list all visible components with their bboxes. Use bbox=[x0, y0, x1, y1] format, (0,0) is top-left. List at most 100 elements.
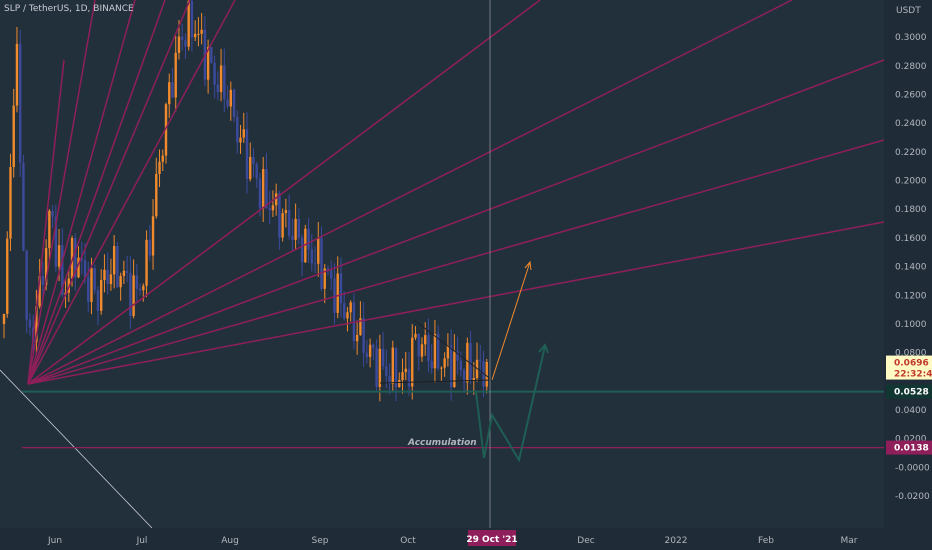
y-tick-label: 0.2800 bbox=[895, 62, 927, 72]
x-tick-label: Mar bbox=[841, 536, 858, 546]
candle-body bbox=[362, 318, 365, 353]
candle-body bbox=[48, 210, 51, 249]
candle-body bbox=[187, 0, 190, 47]
candle-body bbox=[70, 237, 74, 279]
candle-body bbox=[168, 82, 171, 105]
candle-body bbox=[262, 169, 265, 209]
candle-body bbox=[181, 36, 184, 41]
x-tick-label: Jun bbox=[47, 536, 62, 546]
candle-body bbox=[375, 347, 378, 387]
crosshair-date-box bbox=[468, 530, 516, 546]
candle-body bbox=[333, 278, 336, 313]
candle-body bbox=[294, 218, 297, 240]
y-tick-label: -0.0000 bbox=[895, 463, 930, 473]
current-price-label: 0.0696 bbox=[894, 359, 929, 369]
candle-body bbox=[61, 245, 64, 295]
projection-arrowhead bbox=[538, 343, 549, 354]
candle-body bbox=[129, 272, 132, 317]
candle-body bbox=[385, 366, 388, 377]
candle-body bbox=[245, 129, 249, 180]
candle-body bbox=[365, 352, 369, 357]
y-tick-label: 0.2400 bbox=[895, 119, 927, 129]
candle-body bbox=[206, 47, 210, 80]
candle-body bbox=[430, 360, 433, 369]
fan-line bbox=[27, 0, 541, 385]
candle-body bbox=[401, 372, 404, 381]
candle-body bbox=[466, 342, 469, 383]
candle-body bbox=[456, 351, 459, 361]
candle-body bbox=[417, 333, 420, 357]
candle-body bbox=[239, 137, 242, 143]
annotation-text: Accumulation bbox=[407, 438, 477, 448]
candle-body bbox=[100, 280, 103, 311]
x-tick-label: Dec bbox=[577, 536, 594, 546]
candle-body bbox=[74, 237, 77, 278]
candle-body bbox=[138, 288, 142, 291]
candle-body bbox=[443, 358, 446, 368]
symbol-title[interactable]: SLP / TetherUS, 1D, BINANCE bbox=[4, 4, 134, 14]
candle-body bbox=[398, 380, 401, 388]
candle-body bbox=[436, 333, 440, 369]
y-tick-label: 0.3000 bbox=[895, 33, 927, 43]
candle-body bbox=[446, 345, 450, 359]
candle-body bbox=[300, 237, 304, 263]
candle-body bbox=[12, 105, 15, 168]
candle-body bbox=[51, 210, 54, 217]
price-axis bbox=[884, 0, 932, 528]
candle-body bbox=[38, 275, 41, 307]
candle-body bbox=[132, 275, 135, 317]
candle-body bbox=[249, 156, 252, 180]
candle-body bbox=[122, 270, 126, 276]
candle-body bbox=[226, 99, 229, 107]
candle-body bbox=[339, 273, 343, 304]
candle-body bbox=[287, 210, 291, 236]
candle-body bbox=[368, 344, 372, 357]
y-tick-label: 0.2600 bbox=[895, 90, 927, 100]
candle-body bbox=[142, 285, 145, 291]
candle-body bbox=[28, 319, 32, 328]
y-tick-label: 0.0400 bbox=[895, 406, 927, 416]
candle-body bbox=[394, 347, 398, 388]
candle-body bbox=[485, 361, 488, 387]
candle-body bbox=[297, 218, 301, 238]
candle-body bbox=[449, 345, 453, 388]
projection-path bbox=[475, 345, 546, 463]
lower-price-label: 0.0138 bbox=[894, 444, 929, 454]
candle-body bbox=[80, 257, 83, 261]
candle-body bbox=[57, 245, 61, 267]
support-price-box bbox=[886, 384, 932, 399]
breakout-arrowhead bbox=[524, 260, 532, 271]
candle-body bbox=[381, 348, 385, 367]
fan-line bbox=[27, 59, 885, 385]
candle-body bbox=[326, 268, 330, 271]
candle-body bbox=[265, 169, 268, 209]
y-tick-label: 0.1400 bbox=[895, 263, 927, 273]
candle-body bbox=[404, 368, 407, 373]
fan-line bbox=[27, 0, 793, 385]
candle-body bbox=[200, 29, 203, 34]
candle-body bbox=[171, 82, 174, 98]
candle-body bbox=[317, 237, 320, 264]
candle-body bbox=[216, 84, 220, 93]
candle-body bbox=[320, 237, 323, 289]
x-tick-label: Jul bbox=[136, 536, 148, 546]
candle-body bbox=[336, 273, 339, 313]
x-tick-label: Aug bbox=[221, 536, 239, 546]
currency-label: USDT bbox=[896, 6, 921, 16]
candle-body bbox=[93, 268, 96, 291]
fan-line bbox=[27, 139, 885, 385]
candle-body bbox=[174, 52, 177, 98]
lower-price-box bbox=[886, 440, 932, 455]
candle-body bbox=[313, 263, 317, 265]
fan-line bbox=[27, 221, 885, 385]
candle-body bbox=[378, 348, 382, 387]
candle-body bbox=[96, 290, 100, 311]
candle-body bbox=[407, 368, 411, 387]
candle-body bbox=[388, 376, 391, 384]
y-tick-label: 0.1200 bbox=[895, 291, 927, 301]
candle-body bbox=[193, 33, 197, 38]
y-tick-label: 0.1000 bbox=[895, 320, 927, 330]
candle-body bbox=[268, 208, 271, 211]
